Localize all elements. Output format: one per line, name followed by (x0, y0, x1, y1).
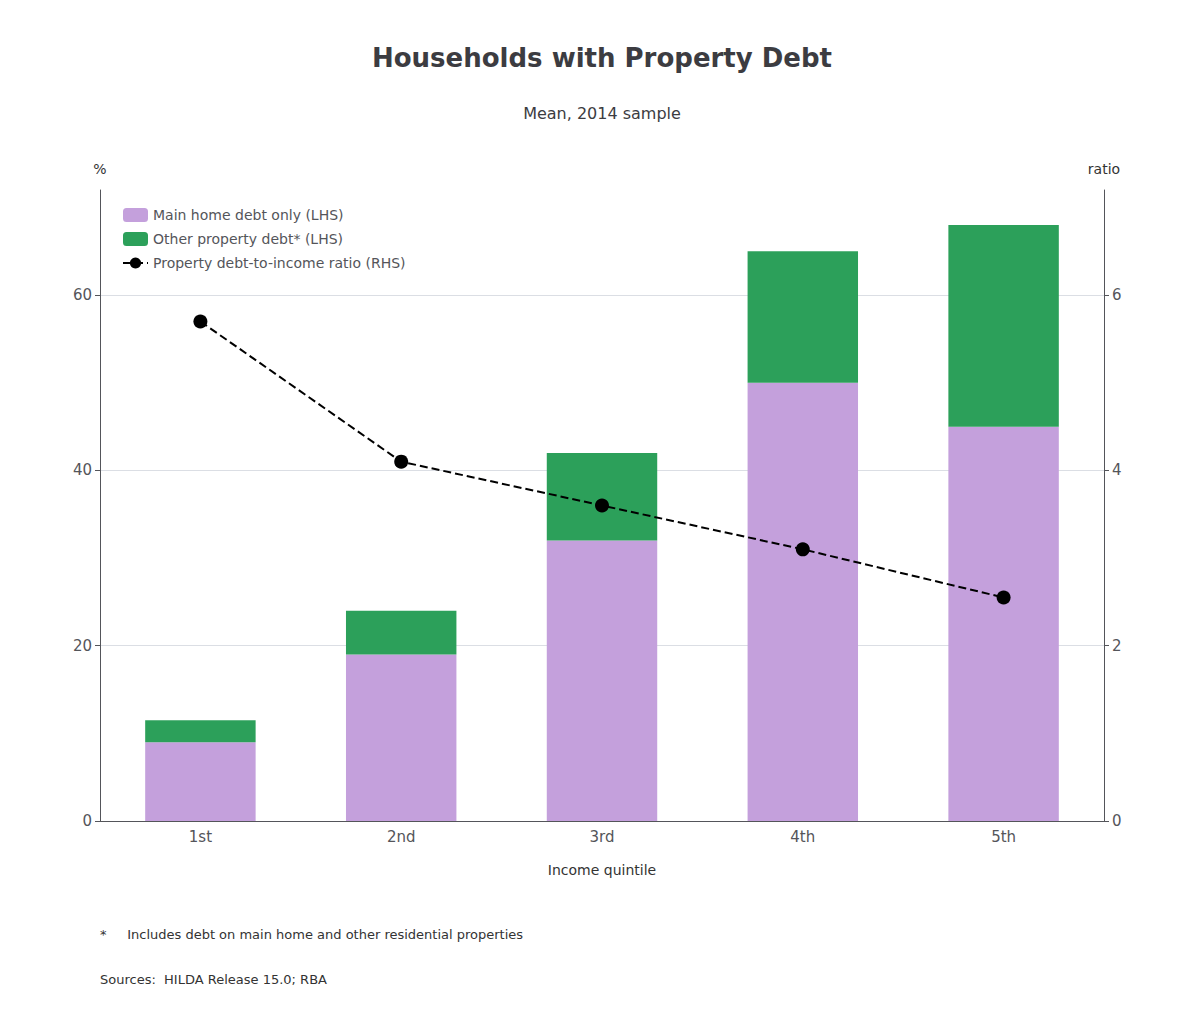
svg-text:2: 2 (1112, 637, 1122, 655)
svg-text:Other property debt* (LHS): Other property debt* (LHS) (153, 231, 343, 247)
svg-text:3rd: 3rd (590, 828, 615, 846)
svg-text:0: 0 (82, 812, 92, 830)
svg-text:%: % (93, 161, 106, 177)
svg-text:40: 40 (73, 461, 92, 479)
svg-text:Households with Property Debt: Households with Property Debt (372, 43, 832, 73)
svg-text:0: 0 (1112, 812, 1122, 830)
svg-text:Mean, 2014 sample: Mean, 2014 sample (523, 104, 681, 123)
svg-text:Main home debt only (LHS): Main home debt only (LHS) (153, 207, 344, 223)
svg-text:2nd: 2nd (387, 828, 416, 846)
svg-text:Income quintile: Income quintile (548, 862, 656, 878)
svg-text:4: 4 (1112, 461, 1122, 479)
svg-text:4th: 4th (790, 828, 815, 846)
svg-text:5th: 5th (991, 828, 1016, 846)
svg-text:Property debt-to-income ratio: Property debt-to-income ratio (RHS) (153, 255, 406, 271)
svg-text:1st: 1st (189, 828, 212, 846)
svg-text:20: 20 (73, 637, 92, 655)
svg-text:60: 60 (73, 286, 92, 304)
svg-text:ratio: ratio (1088, 161, 1120, 177)
svg-text:* Includes debt on main ho: * Includes debt on main home and other r… (100, 927, 523, 942)
svg-text:6: 6 (1112, 286, 1122, 304)
svg-text:Sources: HILDA Release 15.0;: Sources: HILDA Release 15.0; RBA (100, 972, 327, 987)
